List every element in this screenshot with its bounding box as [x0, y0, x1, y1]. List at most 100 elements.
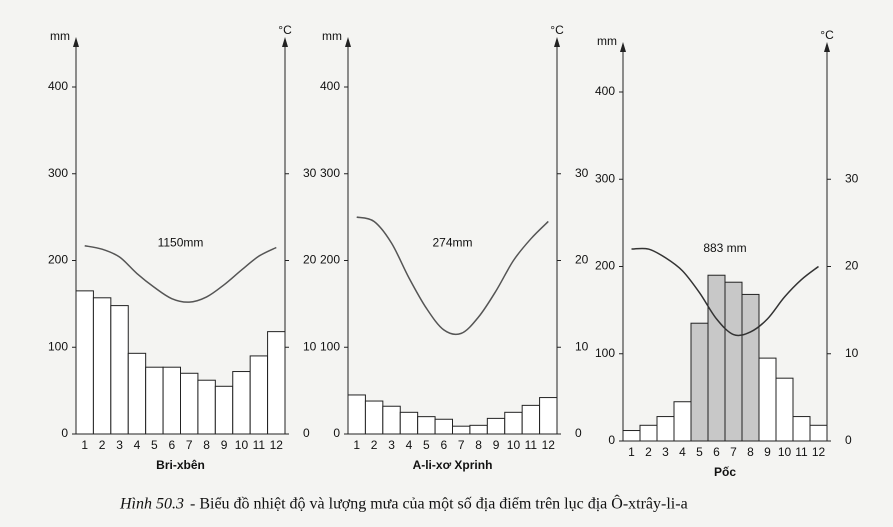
y2-tick-label: 30 [575, 166, 589, 180]
x-tick-label: 9 [493, 438, 500, 452]
rain-bar [775, 377, 794, 442]
rain-bar [110, 305, 129, 435]
y-tick-label: 0 [608, 433, 615, 447]
rain-bar [92, 297, 112, 435]
y-tick-label: 300 [48, 166, 68, 180]
y-tick-label: 200 [320, 253, 340, 267]
axis-arrow [73, 37, 79, 47]
rain-bar [792, 416, 811, 442]
axis-arrow [345, 37, 351, 47]
rain-bar [75, 290, 94, 435]
rain-bar [347, 394, 366, 435]
rain-bar [197, 379, 216, 435]
annotation: 1150mm [158, 235, 204, 249]
x-tick-label: 1 [353, 438, 360, 452]
caption: - Biểu đồ nhiệt độ và lượng mưa của một … [190, 494, 688, 513]
y2-tick-label: 20 [845, 259, 859, 273]
x-tick-label: 1 [81, 438, 88, 452]
y-tick-label: 100 [595, 346, 615, 360]
rain-bar [521, 404, 541, 435]
y-tick-label: 0 [333, 426, 340, 440]
rain-bar [809, 424, 828, 442]
rain-bar [758, 357, 777, 442]
y-tick-label: 400 [320, 79, 340, 93]
y2-tick-label: 30 [845, 171, 859, 185]
rain-bar [214, 385, 234, 435]
rain-bar [504, 411, 523, 435]
figure-label: Hình 50.3 [119, 496, 184, 513]
y-tick-label: 0 [61, 426, 68, 440]
axis-arrow [554, 37, 560, 47]
chart-title: A-li-xơ Xprinh [413, 458, 493, 472]
x-tick-label: 10 [235, 438, 249, 452]
rain-bar [399, 411, 419, 435]
rain-bar [622, 430, 641, 442]
rain-bar [162, 366, 181, 435]
x-tick-label: 3 [116, 438, 123, 452]
x-tick-label: 4 [134, 438, 141, 452]
rain-bar [267, 331, 286, 435]
rain-bar [469, 424, 488, 435]
rain-bar [417, 416, 436, 435]
x-tick-label: 10 [507, 438, 521, 452]
x-tick-label: 11 [253, 438, 266, 452]
y2-tick-label: 20 [575, 253, 589, 267]
x-tick-label: 7 [730, 445, 737, 459]
x-tick-label: 3 [388, 438, 395, 452]
rain-bar [639, 424, 658, 442]
x-tick-label: 7 [458, 438, 465, 452]
y2-tick-label: 0 [845, 433, 852, 447]
rain-bar [741, 293, 760, 442]
x-tick-label: 9 [764, 445, 771, 459]
annotation: 274mm [432, 235, 472, 249]
temperature-line [631, 247, 819, 337]
y2-tick-label: 10 [303, 339, 317, 353]
rain-bar [364, 400, 384, 435]
x-tick-label: 11 [795, 445, 808, 459]
x-tick-label: 8 [203, 438, 210, 452]
y2-tick-label: 10 [845, 346, 859, 360]
x-tick-label: 6 [713, 445, 720, 459]
x-tick-label: 8 [747, 445, 754, 459]
y-tick-label: 400 [48, 79, 68, 93]
x-tick-label: 2 [99, 438, 106, 452]
rain-bar [382, 405, 401, 435]
rain-bar [180, 372, 199, 435]
y2-axis-label: °C [550, 23, 564, 37]
rain-bar [127, 352, 147, 435]
rain-bar [249, 355, 269, 435]
x-tick-label: 6 [440, 438, 447, 452]
axis-arrow [282, 37, 288, 47]
x-tick-label: 9 [221, 438, 228, 452]
axis-arrow [824, 42, 830, 52]
y-axis-label: mm [322, 29, 342, 43]
rain-bar [452, 425, 471, 435]
x-tick-label: 5 [696, 445, 703, 459]
x-tick-label: 3 [662, 445, 669, 459]
y2-axis-label: °C [820, 28, 834, 42]
y-tick-label: 200 [595, 259, 615, 273]
y-tick-label: 200 [48, 253, 68, 267]
x-tick-label: 12 [270, 438, 284, 452]
rain-bar [539, 397, 558, 435]
y2-tick-label: 20 [303, 253, 317, 267]
y-tick-label: 100 [48, 339, 68, 353]
x-tick-label: 12 [812, 445, 826, 459]
x-tick-label: 7 [186, 438, 193, 452]
rain-bar [724, 281, 743, 442]
y-tick-label: 100 [320, 339, 340, 353]
rain-bar [656, 416, 675, 442]
x-tick-label: 12 [542, 438, 556, 452]
rain-bar [673, 401, 692, 442]
x-tick-label: 4 [406, 438, 413, 452]
y-axis-label: mm [597, 34, 617, 48]
rain-bar [486, 417, 506, 435]
x-tick-label: 8 [475, 438, 482, 452]
y2-tick-label: 0 [303, 426, 310, 440]
rain-bar [434, 418, 454, 435]
y-tick-label: 300 [320, 166, 340, 180]
temperature-line [84, 245, 277, 303]
x-tick-label: 1 [628, 445, 635, 459]
chart-title: Pốc [714, 465, 736, 479]
